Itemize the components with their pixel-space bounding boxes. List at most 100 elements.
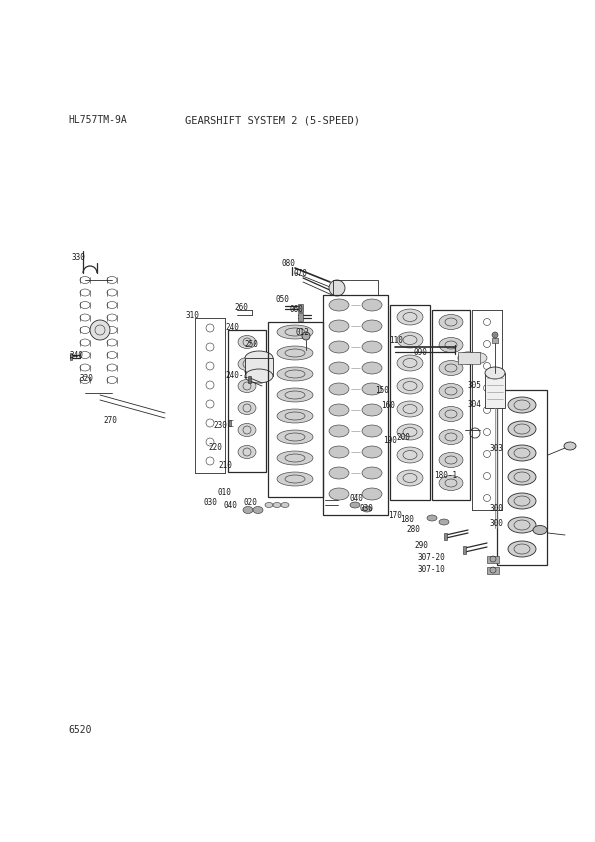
Text: 160: 160 <box>381 401 395 409</box>
Text: 060: 060 <box>289 306 303 315</box>
Text: 300: 300 <box>490 519 504 527</box>
Ellipse shape <box>238 402 256 414</box>
Bar <box>323 295 388 515</box>
Bar <box>458 352 480 364</box>
Bar <box>492 338 498 343</box>
Text: 280: 280 <box>406 525 420 535</box>
Ellipse shape <box>508 541 536 557</box>
Text: 090: 090 <box>413 348 427 356</box>
Text: HL757TM-9A: HL757TM-9A <box>68 115 127 125</box>
Ellipse shape <box>508 445 536 461</box>
Ellipse shape <box>253 507 263 514</box>
Text: 210: 210 <box>218 461 232 470</box>
Ellipse shape <box>243 507 253 514</box>
Text: 230: 230 <box>213 420 227 429</box>
Ellipse shape <box>508 517 536 533</box>
Text: 020: 020 <box>244 498 258 507</box>
Ellipse shape <box>329 446 349 458</box>
Ellipse shape <box>362 425 382 437</box>
Circle shape <box>492 332 498 338</box>
Ellipse shape <box>329 488 349 500</box>
Ellipse shape <box>485 367 505 379</box>
Bar <box>487 556 499 563</box>
Text: 305: 305 <box>467 381 481 390</box>
Text: 030: 030 <box>360 504 374 513</box>
Circle shape <box>329 280 345 296</box>
Bar <box>268 322 323 497</box>
Ellipse shape <box>508 493 536 509</box>
Text: 170: 170 <box>388 510 402 520</box>
Text: 290: 290 <box>414 541 428 550</box>
Text: 070: 070 <box>294 269 308 278</box>
Text: 010: 010 <box>218 488 232 497</box>
Ellipse shape <box>281 503 289 508</box>
Bar <box>497 390 547 565</box>
Ellipse shape <box>238 424 256 436</box>
Bar <box>333 280 378 295</box>
Ellipse shape <box>397 332 423 348</box>
Ellipse shape <box>397 447 423 463</box>
Bar <box>248 376 251 383</box>
Bar <box>463 546 466 554</box>
Text: 250: 250 <box>244 339 258 349</box>
Ellipse shape <box>362 341 382 353</box>
Ellipse shape <box>397 401 423 417</box>
Ellipse shape <box>273 503 281 508</box>
Ellipse shape <box>238 380 256 392</box>
Ellipse shape <box>362 446 382 458</box>
Ellipse shape <box>245 369 273 383</box>
Text: 040: 040 <box>349 493 363 503</box>
Ellipse shape <box>362 299 382 311</box>
Text: GEARSHIFT SYSTEM 2 (5-SPEED): GEARSHIFT SYSTEM 2 (5-SPEED) <box>185 115 360 125</box>
Ellipse shape <box>508 421 536 437</box>
Ellipse shape <box>362 320 382 332</box>
Text: 180: 180 <box>400 514 414 524</box>
Ellipse shape <box>439 476 463 491</box>
Ellipse shape <box>397 378 423 394</box>
Text: 320: 320 <box>80 374 94 382</box>
Text: 330: 330 <box>72 253 86 263</box>
Ellipse shape <box>508 469 536 485</box>
Text: 220: 220 <box>208 443 222 451</box>
Text: 012: 012 <box>295 328 309 337</box>
Text: 310: 310 <box>185 311 199 319</box>
Text: 270: 270 <box>103 415 117 424</box>
Ellipse shape <box>329 362 349 374</box>
Circle shape <box>302 332 310 340</box>
Text: 200: 200 <box>396 433 410 441</box>
Ellipse shape <box>439 452 463 467</box>
Text: 030: 030 <box>204 498 218 507</box>
Ellipse shape <box>397 355 423 371</box>
Text: 260: 260 <box>234 302 248 312</box>
Text: 040: 040 <box>224 500 238 509</box>
Text: 150: 150 <box>375 386 389 395</box>
Ellipse shape <box>245 351 273 365</box>
Ellipse shape <box>277 325 313 339</box>
Ellipse shape <box>277 367 313 381</box>
Text: 304: 304 <box>467 399 481 408</box>
Bar <box>432 310 470 500</box>
Ellipse shape <box>469 353 487 364</box>
Ellipse shape <box>533 525 547 535</box>
Bar <box>485 373 505 408</box>
Ellipse shape <box>458 352 478 364</box>
Text: 180-1: 180-1 <box>434 471 457 479</box>
Ellipse shape <box>439 360 463 376</box>
Bar <box>298 304 303 312</box>
Ellipse shape <box>329 299 349 311</box>
Ellipse shape <box>238 358 256 370</box>
Ellipse shape <box>350 502 360 508</box>
Ellipse shape <box>397 309 423 325</box>
Bar <box>444 533 447 540</box>
Ellipse shape <box>277 346 313 360</box>
Ellipse shape <box>277 451 313 465</box>
Bar <box>228 330 266 472</box>
Ellipse shape <box>439 429 463 445</box>
Bar <box>70 353 72 360</box>
Ellipse shape <box>508 397 536 413</box>
Ellipse shape <box>329 383 349 395</box>
Bar <box>229 420 231 426</box>
Ellipse shape <box>238 335 256 349</box>
Bar <box>487 567 499 574</box>
Ellipse shape <box>329 425 349 437</box>
